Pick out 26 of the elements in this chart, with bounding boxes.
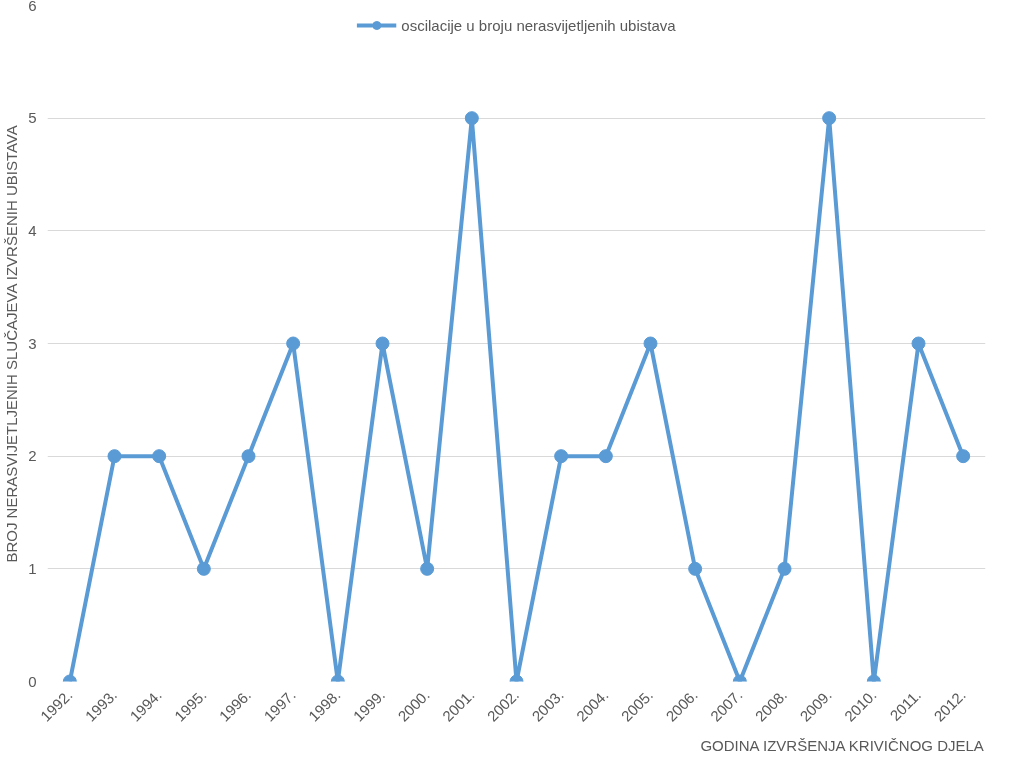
point [956, 449, 971, 464]
y-tick-label: 2 [28, 447, 37, 465]
point [375, 336, 390, 351]
point [643, 336, 658, 351]
x-axis-title: GODINA IZVRŠENJA KRIVIČNOG DJELA [700, 736, 984, 754]
y-axis-title: BROJ NERASVIJETLJENIH SLUČAJEVA IZVRŠENIH UBISTAVA [3, 125, 21, 563]
point [464, 111, 479, 126]
y-tick-label: 6 [28, 0, 37, 14]
point [107, 449, 122, 464]
point [911, 336, 926, 351]
point [822, 111, 837, 126]
point [598, 449, 613, 464]
point [196, 561, 211, 576]
legend-label: oscilacije u broju nerasvijetljenih ubistava [401, 16, 676, 34]
y-tick-label: 1 [28, 559, 37, 577]
y-tick-label: 3 [28, 334, 37, 352]
y-tick-label: 0 [28, 672, 37, 690]
y-tick-label: 5 [28, 109, 37, 127]
y-tick-label: 4 [28, 221, 37, 239]
point [420, 561, 435, 576]
point [286, 336, 301, 351]
point [241, 449, 256, 464]
point [554, 449, 569, 464]
point [688, 561, 703, 576]
point [777, 561, 792, 576]
point [152, 449, 167, 464]
